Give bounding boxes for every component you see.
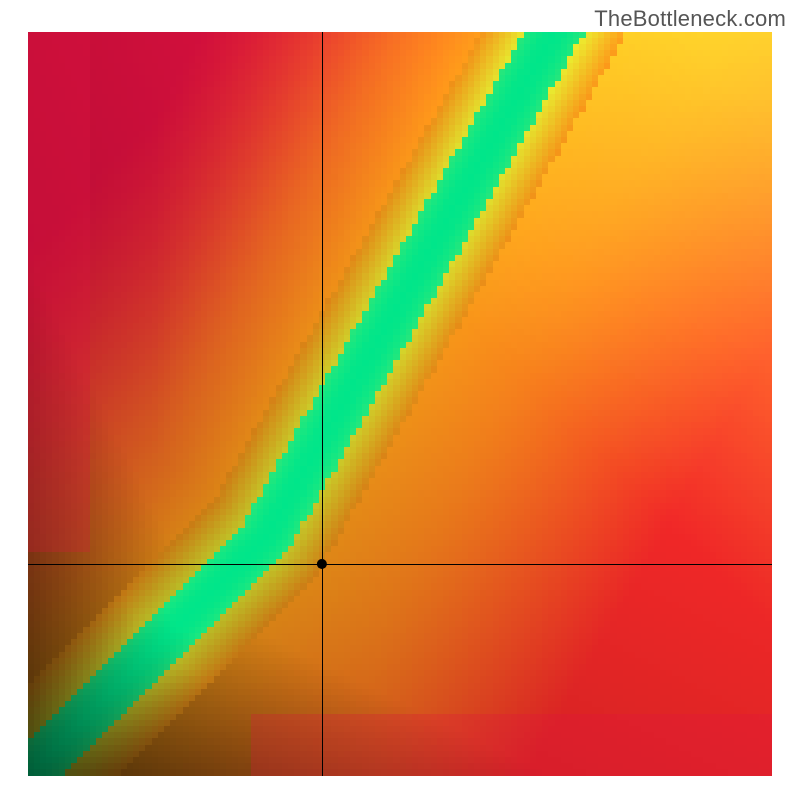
watermark-text: TheBottleneck.com: [594, 6, 786, 32]
chart-container: TheBottleneck.com: [0, 0, 800, 800]
heatmap-canvas: [28, 32, 772, 776]
heatmap-plot: [28, 32, 772, 776]
